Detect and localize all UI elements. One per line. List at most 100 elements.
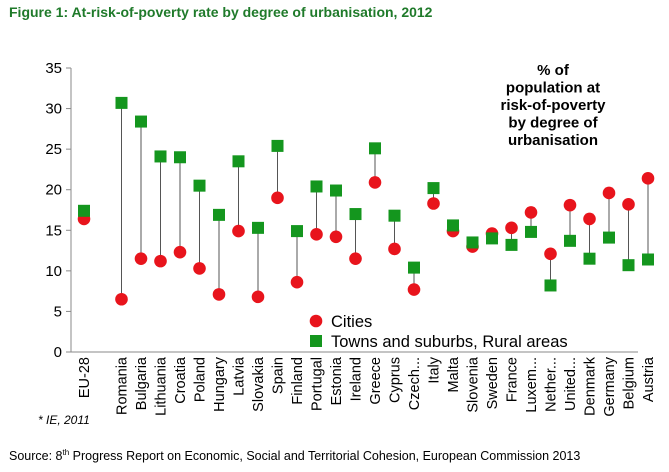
towns-rural-point: [193, 179, 206, 192]
cities-point: [622, 198, 635, 211]
legend: Cities Towns and suburbs, Rural areas: [309, 313, 568, 351]
x-category-label: Sweden: [485, 357, 501, 409]
annotation-line: by degree of: [508, 115, 598, 132]
cities-point: [290, 275, 304, 289]
towns-rural-point: [427, 182, 440, 195]
cities-point: [641, 172, 655, 185]
legend-cities-label: Cities: [331, 313, 372, 331]
y-tick-label: 15: [45, 222, 62, 239]
y-tick-label: 25: [45, 141, 62, 158]
towns-rural-point: [544, 279, 557, 292]
x-category-label: Hungary: [212, 356, 228, 412]
x-category-label: Czech...: [407, 357, 423, 410]
y-tick-label: 30: [45, 101, 62, 118]
x-category-label: EU-28: [77, 357, 93, 398]
x-category-label: Cyprus: [388, 357, 404, 403]
x-category-label: Croatia: [173, 356, 189, 404]
x-category-label: Belgium: [622, 357, 638, 409]
towns-rural-point: [174, 151, 186, 164]
x-category-label: Lithuania: [154, 356, 170, 416]
cities-point: [154, 254, 167, 268]
towns-rural-point: [642, 253, 654, 266]
towns-rural-point: [154, 150, 167, 163]
legend-cities-marker: [309, 314, 323, 328]
cities-point: [349, 252, 362, 265]
towns-rural-point: [213, 208, 225, 221]
x-category-label: Austria: [641, 356, 657, 402]
cities-point: [388, 242, 401, 256]
towns-rural-point: [447, 219, 459, 232]
cities-point: [251, 290, 265, 304]
cities-point: [212, 288, 226, 301]
figure-title: Figure 1: At-risk-of-poverty rate by deg…: [9, 4, 433, 20]
cities-point: [115, 292, 128, 306]
x-category-label: Poland: [193, 357, 209, 402]
towns-rural-point: [349, 208, 362, 221]
x-category-label: Finland: [290, 357, 306, 405]
y-tick-label: 35: [45, 60, 62, 77]
towns-rural-point: [115, 96, 128, 109]
towns-rural-point: [330, 184, 342, 197]
source-note: Source: 8th Progress Report on Economic,…: [9, 448, 580, 463]
data-marks: [77, 96, 655, 306]
cities-point: [271, 191, 284, 205]
x-category-label: Germany: [602, 356, 618, 416]
y-axis: 0 5 10 15 20 25 30 35: [45, 60, 72, 361]
x-category-label: Latvia: [232, 356, 248, 396]
cities-point: [544, 247, 557, 261]
towns-rural-point: [310, 180, 323, 193]
towns-rural-point: [135, 115, 147, 128]
towns-rural-point: [388, 209, 401, 222]
x-category-label: Bulgaria: [134, 356, 150, 410]
annotation-line: risk-of-poverty: [500, 97, 606, 114]
cities-point: [368, 176, 382, 189]
towns-rural-point: [232, 155, 245, 168]
annotation-line: population at: [506, 80, 600, 97]
towns-rural-point: [583, 252, 596, 265]
source-prefix: Source: 8: [9, 449, 63, 464]
x-category-label: Slovakia: [251, 356, 267, 412]
towns-rural-point: [466, 236, 479, 249]
x-category-label: Italy: [427, 356, 443, 383]
towns-rural-point: [408, 261, 420, 274]
cities-point: [173, 245, 187, 259]
cities-point: [583, 212, 596, 226]
x-category-label: Portugal: [310, 357, 326, 411]
x-category-label: Denmark: [583, 356, 599, 416]
x-category-label: Romania: [115, 356, 131, 415]
cities-point: [524, 206, 538, 219]
y-tick-label: 5: [54, 303, 62, 320]
towns-rural-point: [486, 232, 498, 245]
y-tick-label: 0: [54, 344, 62, 361]
source-superscript: th: [62, 448, 70, 457]
footnote: * IE, 2011: [38, 413, 90, 427]
cities-point: [505, 221, 518, 235]
cities-point: [427, 197, 440, 210]
towns-rural-point: [252, 221, 264, 234]
x-category-label: Ireland: [349, 357, 365, 401]
category-labels: EU-28 Romania Bulgaria Lithuania Croatia Pola…: [77, 356, 657, 417]
cities-point: [310, 228, 323, 241]
towns-rural-point: [369, 142, 381, 155]
cities-point: [602, 186, 616, 200]
cities-point: [232, 224, 245, 238]
x-category-label: Estonia: [329, 356, 345, 405]
towns-rural-point: [291, 225, 303, 238]
towns-rural-point: [564, 234, 576, 247]
y-tick-label: 10: [45, 263, 62, 280]
x-category-label: Malta: [446, 356, 462, 392]
cities-point: [563, 198, 577, 212]
legend-towns-rural-marker: [310, 335, 322, 347]
cities-point: [329, 230, 343, 244]
y-tick-label: 20: [45, 182, 62, 199]
towns-rural-point: [78, 204, 90, 217]
source-suffix: Progress Report on Economic, Social and …: [69, 449, 581, 464]
towns-rural-point: [505, 238, 518, 251]
x-category-label: Spain: [271, 357, 287, 394]
towns-rural-point: [603, 231, 615, 244]
x-category-label: France: [505, 357, 521, 402]
cities-point: [407, 283, 421, 296]
towns-rural-point: [622, 259, 635, 272]
